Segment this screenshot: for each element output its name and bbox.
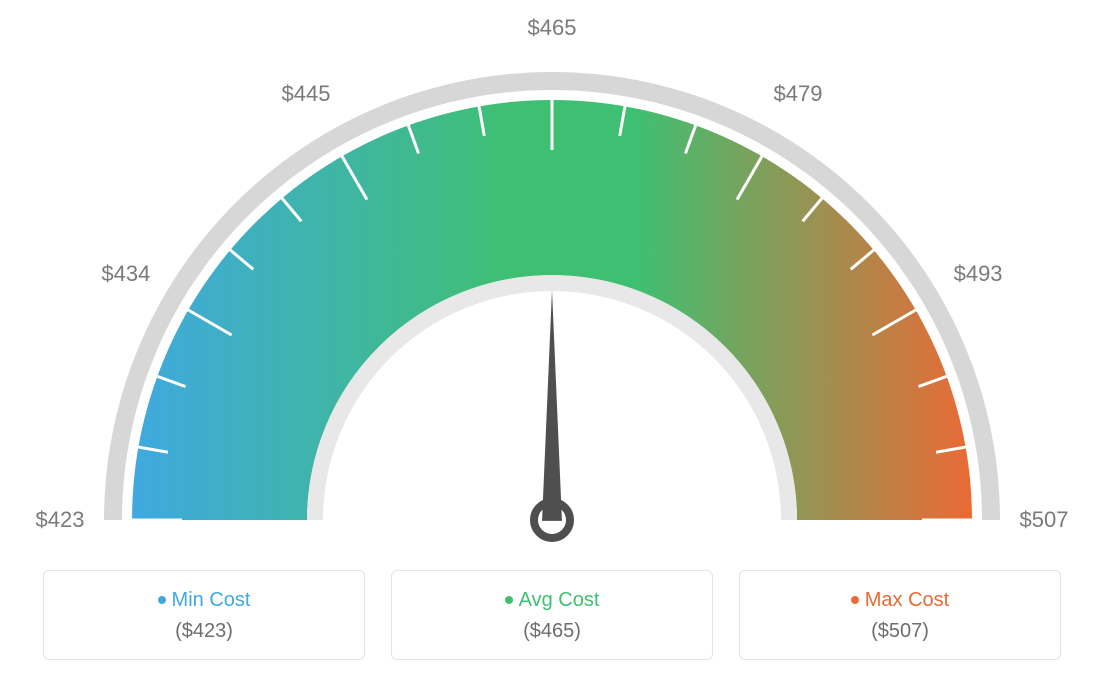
legend-dot-min xyxy=(158,596,166,604)
legend-row: Min Cost ($423) Avg Cost ($465) Max Cost… xyxy=(0,570,1104,660)
tick-label-1: $434 xyxy=(101,261,150,287)
legend-text-min: Min Cost xyxy=(172,589,251,611)
tick-label-5: $493 xyxy=(954,261,1003,287)
legend-box-min: Min Cost ($423) xyxy=(43,570,365,660)
legend-dot-avg xyxy=(505,596,513,604)
legend-label-avg: Avg Cost xyxy=(402,589,702,612)
tick-label-2: $445 xyxy=(282,81,331,107)
legend-label-min: Min Cost xyxy=(54,589,354,612)
legend-value-max: ($507) xyxy=(750,620,1050,643)
legend-label-max: Max Cost xyxy=(750,589,1050,612)
legend-value-min: ($423) xyxy=(54,620,354,643)
tick-label-6: $507 xyxy=(1020,507,1069,533)
gauge-area: $423 $434 $445 $465 $479 $493 $507 xyxy=(0,0,1104,560)
legend-value-avg: ($465) xyxy=(402,620,702,643)
gauge-svg xyxy=(0,0,1104,560)
tick-label-3: $465 xyxy=(528,15,577,41)
legend-box-max: Max Cost ($507) xyxy=(739,570,1061,660)
legend-text-max: Max Cost xyxy=(865,589,949,611)
tick-label-0: $423 xyxy=(36,507,85,533)
legend-dot-max xyxy=(851,596,859,604)
cost-gauge-chart: $423 $434 $445 $465 $479 $493 $507 Min Cost ($… xyxy=(0,0,1104,690)
legend-text-avg: Avg Cost xyxy=(519,589,600,611)
tick-label-4: $479 xyxy=(774,81,823,107)
legend-box-avg: Avg Cost ($465) xyxy=(391,570,713,660)
